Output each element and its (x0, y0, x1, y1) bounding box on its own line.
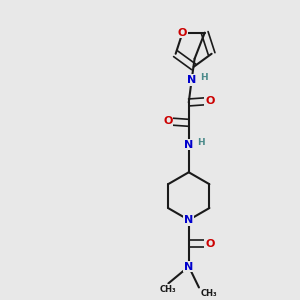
Text: O: O (178, 28, 187, 38)
Text: N: N (184, 215, 194, 225)
Text: N: N (187, 75, 196, 85)
Text: H: H (200, 73, 208, 82)
Text: CH₃: CH₃ (160, 285, 177, 294)
Text: O: O (163, 116, 172, 126)
Text: N: N (184, 262, 194, 272)
Text: H: H (197, 138, 205, 147)
Text: O: O (205, 96, 214, 106)
Text: O: O (205, 239, 214, 249)
Text: N: N (184, 140, 194, 150)
Text: CH₃: CH₃ (200, 289, 217, 298)
